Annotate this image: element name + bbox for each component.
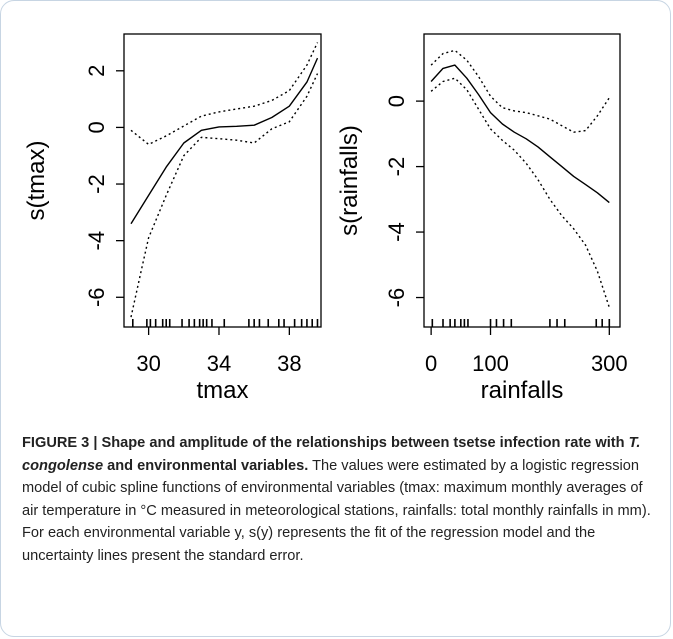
plot-2-xtick-label: 100: [472, 351, 509, 376]
caption-species: T. congolense: [22, 435, 641, 474]
plot-1-lower-se-line: [130, 73, 319, 318]
plot-2-xtick-label: 300: [591, 351, 628, 376]
plot-2-xtick-label: 0: [425, 351, 437, 376]
plot-1-ytick-label: -4: [84, 231, 109, 251]
plot-1-xtick-label: 38: [277, 351, 301, 376]
figure-caption: FIGURE 3 | Shape and amplitude of the re…: [22, 432, 654, 567]
plot-2-ytick-label: -4: [384, 222, 409, 242]
plot-1-fit-line: [130, 57, 319, 225]
plot-1-ytick-label: -2: [84, 174, 109, 194]
plot-1-xlabel: tmax: [196, 377, 248, 404]
caption-title: FIGURE 3 | Shape and amplitude of the re…: [22, 435, 629, 451]
plot-2-ylabel: s(rainfalls): [336, 125, 363, 236]
plot-2-ytick-label: -2: [384, 157, 409, 177]
plot-2-fit-line: [430, 64, 610, 204]
plot-1-ytick-label: -6: [84, 287, 109, 307]
plot-1-xtick-label: 34: [207, 351, 231, 376]
plot-1-ytick-label: 0: [84, 121, 109, 133]
plot-2-frame: [423, 33, 621, 328]
figure-plots: 30 34 38 2 0 -2 -4 -6 tmax s(tmax) 0 100 300 0 -2 -4 -6 r…: [23, 33, 628, 404]
plot-1-upper-se-line: [130, 42, 319, 146]
plot-1-frame: [123, 33, 322, 328]
plot-1-xtick-label: 30: [136, 351, 160, 376]
plot-2-upper-se-line: [430, 49, 610, 133]
caption-body: The values were estimated by a logistic …: [22, 457, 651, 564]
plot-2-lower-se-line: [430, 77, 610, 308]
plot-1-ylabel: s(tmax): [23, 141, 50, 221]
plot-2-ytick-label: 0: [384, 95, 409, 107]
plot-2-xlabel: rainfalls: [481, 377, 564, 404]
plot-1-ytick-label: 2: [84, 65, 109, 77]
plot-2-ytick-label: -6: [384, 288, 409, 308]
caption-title-end: and environmental variables.: [103, 457, 309, 474]
